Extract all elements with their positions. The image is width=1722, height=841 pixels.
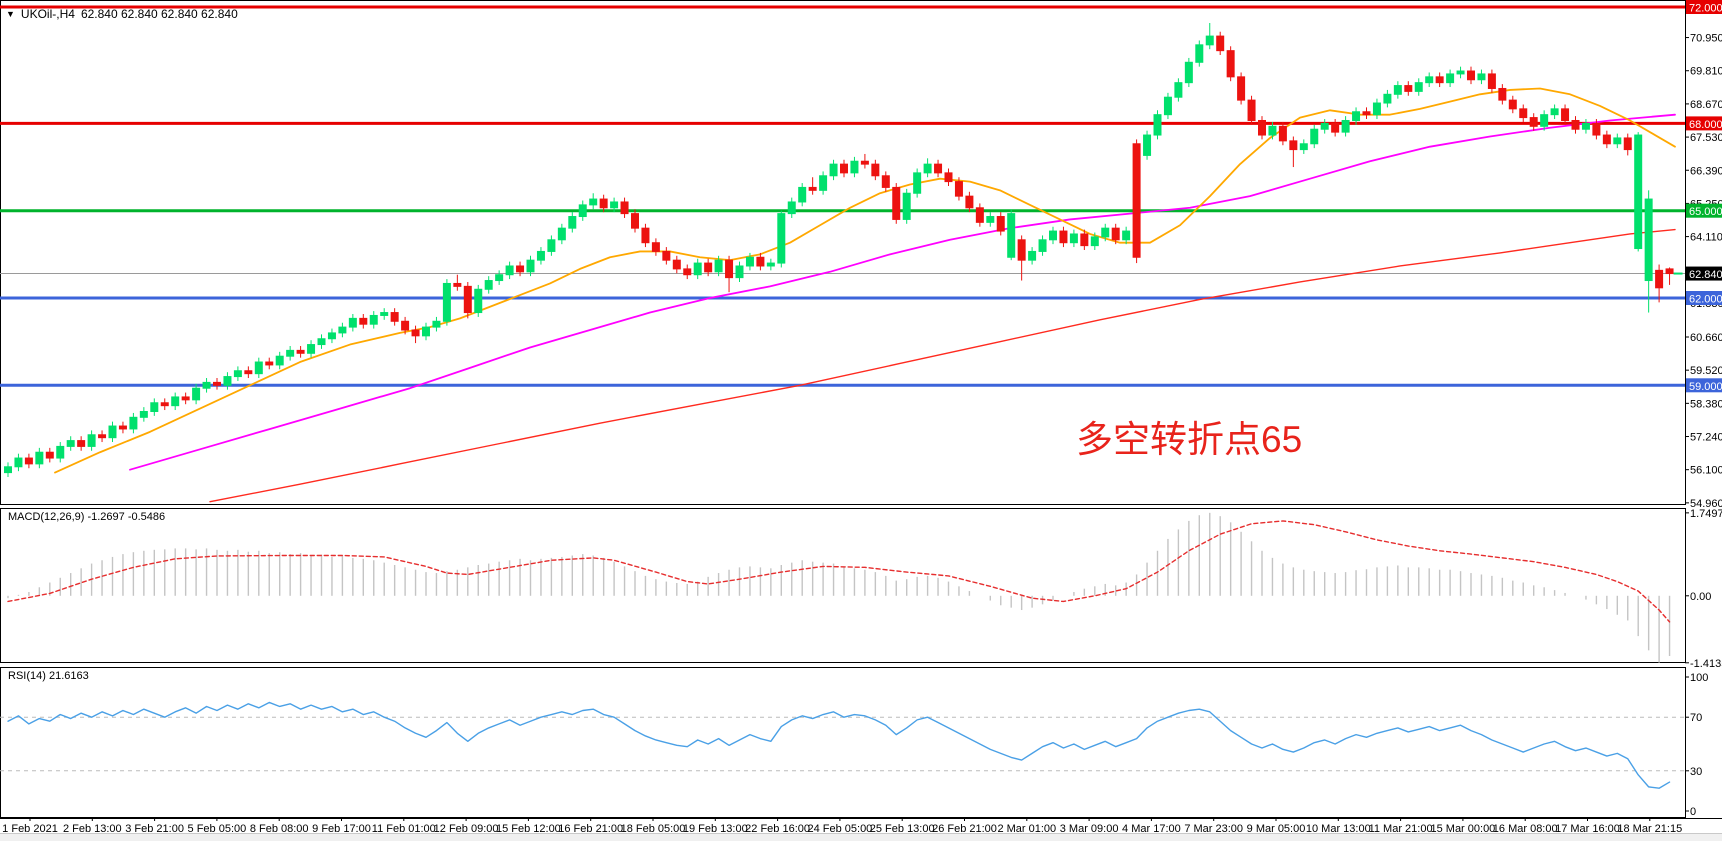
svg-text:58.380: 58.380: [1690, 398, 1722, 410]
svg-text:2 Mar 01:00: 2 Mar 01:00: [997, 823, 1056, 835]
svg-text:68.000: 68.000: [1689, 119, 1722, 131]
svg-text:0: 0: [1690, 806, 1696, 818]
annotation-text: 多空转折点65: [1076, 419, 1303, 460]
svg-text:59.000: 59.000: [1689, 381, 1722, 393]
svg-text:7 Mar 23:00: 7 Mar 23:00: [1184, 823, 1243, 835]
svg-text:69.810: 69.810: [1690, 66, 1722, 78]
price-label-boxes: 72.000 68.000 65.000 62.840 62.000 59.000: [1686, 0, 1722, 393]
candles-layer: [4, 23, 1683, 477]
rsi-layer: [0, 701, 1685, 789]
bottom-status-strip: [0, 833, 1722, 841]
chart-title: ▼ UKOil-,H4 62.840 62.840 62.840 62.840: [6, 7, 238, 21]
svg-text:64.110: 64.110: [1690, 232, 1722, 244]
svg-text:3 Mar 09:00: 3 Mar 09:00: [1060, 823, 1119, 835]
svg-text:2 Feb 13:00: 2 Feb 13:00: [63, 823, 122, 835]
svg-text:10 Mar 13:00: 10 Mar 13:00: [1306, 823, 1371, 835]
moving-averages: [54, 87, 1676, 503]
symbol-dropdown-icon[interactable]: ▼: [6, 8, 15, 19]
svg-text:66.390: 66.390: [1690, 165, 1722, 177]
svg-text:18 Mar 21:15: 18 Mar 21:15: [1617, 823, 1682, 835]
svg-text:5 Feb 05:00: 5 Feb 05:00: [188, 823, 247, 835]
svg-text:25 Feb 13:00: 25 Feb 13:00: [870, 823, 935, 835]
svg-text:62.840: 62.840: [1689, 269, 1722, 281]
svg-text:60.660: 60.660: [1690, 332, 1722, 344]
svg-text:0.00: 0.00: [1690, 591, 1711, 603]
svg-text:65.000: 65.000: [1689, 206, 1722, 218]
svg-text:70: 70: [1690, 712, 1702, 724]
svg-text:68.670: 68.670: [1690, 99, 1722, 111]
svg-text:62.000: 62.000: [1689, 294, 1722, 306]
macd-layer: [7, 512, 1671, 663]
svg-text:57.240: 57.240: [1690, 432, 1722, 444]
svg-text:67.530: 67.530: [1690, 132, 1722, 144]
svg-text:19 Feb 13:00: 19 Feb 13:00: [683, 823, 748, 835]
svg-text:18 Feb 05:00: 18 Feb 05:00: [621, 823, 686, 835]
panel-frames: [0, 0, 1722, 819]
svg-text:22 Feb 16:00: 22 Feb 16:00: [745, 823, 810, 835]
svg-text:16 Feb 21:00: 16 Feb 21:00: [558, 823, 623, 835]
svg-text:11 Mar 21:00: 11 Mar 21:00: [1369, 823, 1433, 835]
svg-text:54.960: 54.960: [1690, 498, 1722, 510]
svg-text:30: 30: [1690, 766, 1702, 778]
svg-text:16 Mar 08:00: 16 Mar 08:00: [1493, 823, 1558, 835]
svg-text:17 Mar 16:00: 17 Mar 16:00: [1555, 823, 1620, 835]
svg-text:70.950: 70.950: [1690, 33, 1722, 45]
svg-text:100: 100: [1690, 672, 1708, 684]
svg-text:15 Mar 00:00: 15 Mar 00:00: [1430, 823, 1495, 835]
svg-text:8 Feb 08:00: 8 Feb 08:00: [250, 823, 309, 835]
svg-text:1 Feb 2021: 1 Feb 2021: [2, 823, 58, 835]
svg-text:9 Feb 17:00: 9 Feb 17:00: [312, 823, 371, 835]
svg-text:3 Feb 21:00: 3 Feb 21:00: [125, 823, 184, 835]
svg-text:11 Feb 01:00: 11 Feb 01:00: [372, 823, 436, 835]
svg-text:56.100: 56.100: [1690, 465, 1722, 477]
ohlc-quotes-label: 62.840 62.840 62.840 62.840: [80, 7, 238, 21]
svg-text:1.7497: 1.7497: [1690, 508, 1722, 520]
rsi-indicator-label: RSI(14) 21.6163: [8, 670, 89, 682]
horizontal-lines: [0, 5, 1685, 387]
svg-text:-1.4135: -1.4135: [1690, 658, 1722, 670]
svg-text:12 Feb 09:00: 12 Feb 09:00: [434, 823, 499, 835]
svg-text:24 Feb 05:00: 24 Feb 05:00: [807, 823, 872, 835]
svg-text:72.000: 72.000: [1689, 3, 1722, 15]
macd-indicator-label: MACD(12,26,9) -1.2697 -0.5486: [8, 511, 166, 523]
price-axis: 70.95069.81068.67067.53066.39065.25064.1…: [1685, 33, 1722, 818]
svg-text:59.520: 59.520: [1690, 365, 1722, 377]
time-axis: 1 Feb 2021 2 Feb 13:00 3 Feb 21:00 5 Feb 05…: [2, 818, 1682, 835]
svg-text:15 Feb 12:00: 15 Feb 12:00: [496, 823, 561, 835]
symbol-timeframe-label: UKOil-,H4: [20, 7, 75, 21]
svg-text:9 Mar 05:00: 9 Mar 05:00: [1247, 823, 1306, 835]
svg-text:26 Feb 21:00: 26 Feb 21:00: [932, 823, 997, 835]
svg-text:4 Mar 17:00: 4 Mar 17:00: [1122, 823, 1181, 835]
